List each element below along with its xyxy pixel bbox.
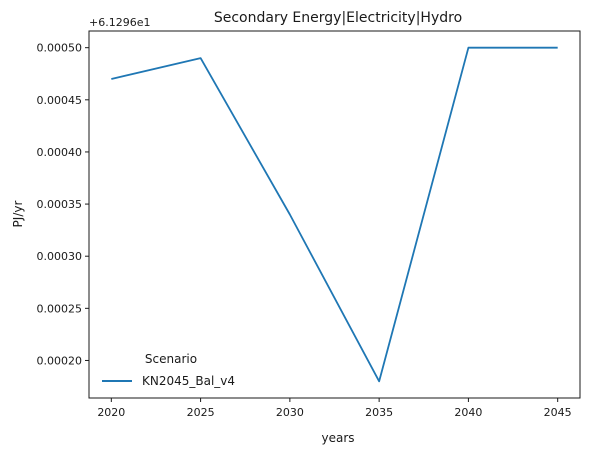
legend: Scenario KN2045_Bal_v4 (102, 352, 235, 388)
y-tick-label: 0.00020 (37, 354, 83, 367)
x-tick-label: 2040 (454, 406, 482, 419)
x-axis-ticks: 2020 2025 2030 2035 2040 2045 (97, 398, 572, 419)
y-offset-label: +6.1296e1 (89, 16, 150, 29)
x-tick-label: 2020 (97, 406, 125, 419)
x-tick-label: 2045 (544, 406, 572, 419)
y-tick-label: 0.00050 (37, 42, 83, 55)
legend-title: Scenario (145, 352, 197, 366)
chart-title: Secondary Energy|Electricity|Hydro (214, 10, 462, 26)
y-axis-label: PJ/yr (11, 201, 25, 228)
plot-frame (88, 30, 581, 399)
series-layer (111, 46, 558, 383)
legend-label: KN2045_Bal_v4 (142, 374, 235, 388)
y-tick-label: 0.00035 (37, 198, 83, 211)
x-tick-label: 2035 (365, 406, 393, 419)
y-tick-label: 0.00025 (37, 302, 83, 315)
y-tick-label: 0.00030 (37, 250, 83, 263)
y-tick-label: 0.00045 (37, 94, 83, 107)
y-axis-ticks: 0.00020 0.00025 0.00030 0.00035 0.00040 0.000… (37, 42, 89, 367)
x-axis-label: years (321, 431, 354, 445)
x-tick-label: 2025 (187, 406, 215, 419)
series-line-0 (111, 46, 558, 383)
x-tick-label: 2030 (276, 406, 304, 419)
y-tick-label: 0.00040 (37, 146, 83, 159)
